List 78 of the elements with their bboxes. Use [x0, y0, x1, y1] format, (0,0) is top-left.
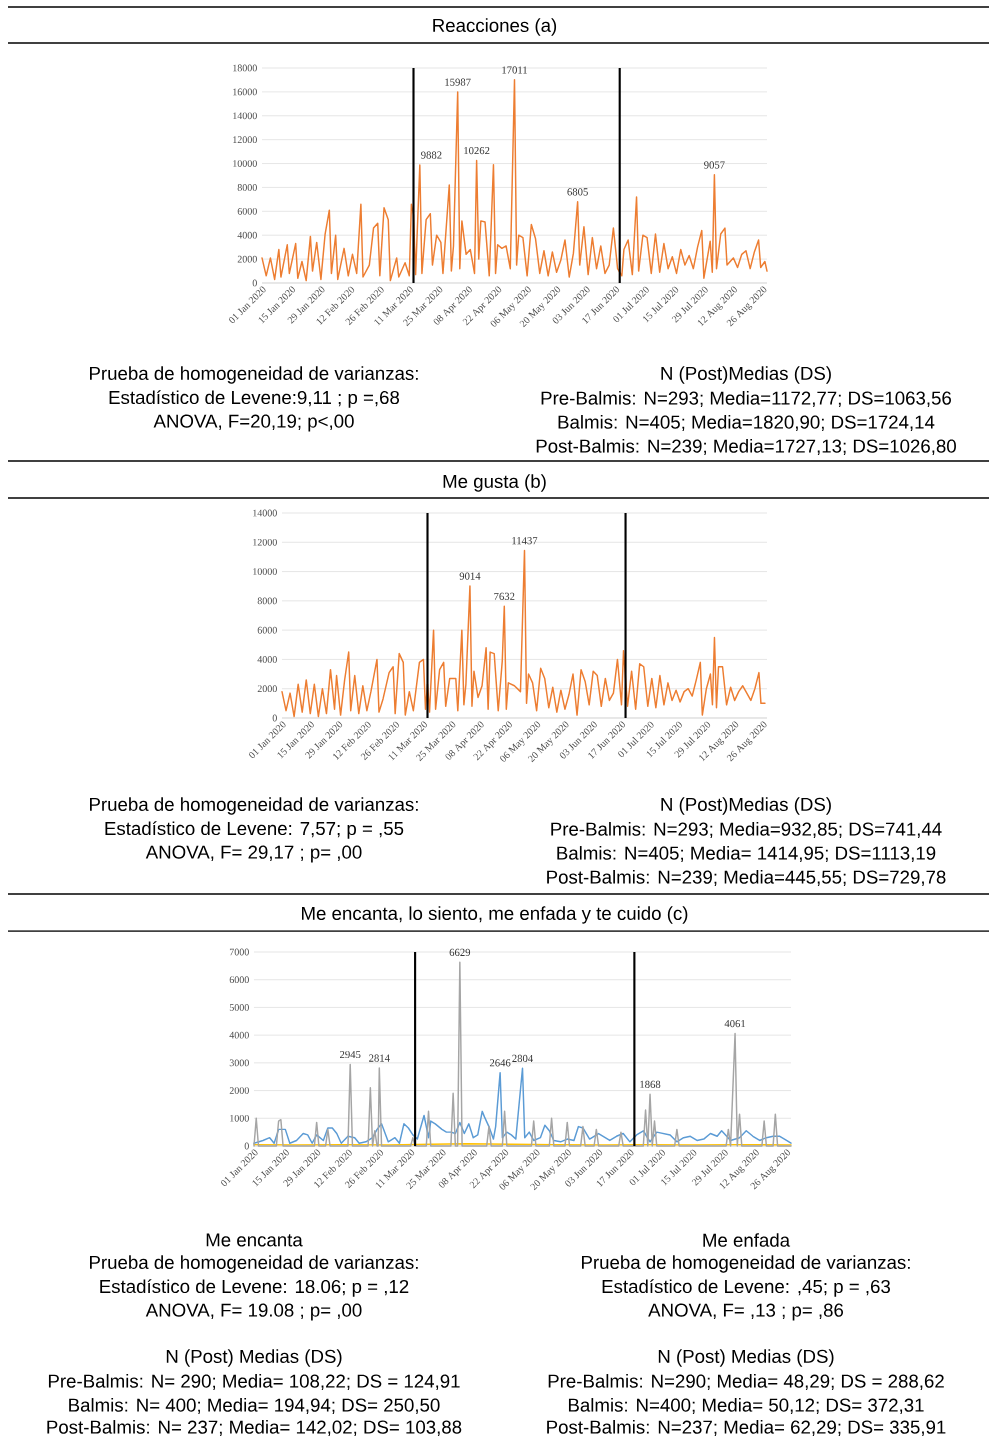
y-tick-label: 12000 [253, 538, 277, 546]
text: Balmis: N= 400; Media= 194,94; DS= 250,50 [69, 1398, 440, 1414]
y-tick-label: 6000 [237, 207, 258, 215]
text: Pre-Balmis: N=293; Media=1172,77; DS=1063,56 [541, 391, 952, 407]
line-series [281, 549, 766, 718]
y-tick-label: 18000 [233, 64, 258, 72]
text: Post-Balmis: N=237; Media= 62,29; DS= 335,91 [547, 1420, 946, 1436]
text: Estadístico de Levene: ,45; p = ,63 [602, 1279, 891, 1297]
chart-title: Me encanta, lo siento, me enfada y te cuido (c) [302, 906, 688, 924]
annotation: 17011 [502, 66, 528, 74]
text: Estadístico de Levene: 18.06; p = ,12 [100, 1279, 409, 1297]
annotation: 6629 [449, 948, 471, 957]
text: Pre-Balmis: N= 290; Media= 108,22; DS = 124,91 [49, 1374, 460, 1390]
y-tick-label: 5000 [229, 1004, 249, 1011]
annotation: 9882 [421, 151, 442, 159]
annotation: 2646 [490, 1059, 511, 1067]
text: Prueba de homogeneidad de varianzas: [90, 797, 418, 815]
text: N (Post)Medias (DS) [661, 797, 831, 815]
annotation: 2945 [340, 1050, 361, 1059]
y-tick-label: 2000 [257, 685, 277, 693]
text: Me encanta [206, 1233, 303, 1247]
text: ANOVA, F=20,19; p<,00 [153, 414, 354, 432]
chart-title: Reacciones (a) [433, 18, 557, 36]
text: ANOVA, F= ,13 ; p= ,86 [648, 1303, 844, 1321]
text: Balmis: N=400; Media= 50,12; DS= 372,31 [569, 1398, 924, 1414]
annotation: 6805 [567, 188, 588, 196]
annotation: 9014 [459, 572, 481, 580]
line-series [253, 961, 792, 1147]
y-tick-label: 2000 [229, 1087, 249, 1094]
annotation: 4061 [724, 1019, 746, 1028]
text: Pre-Balmis: N=293; Media=932,85; DS=741,44 [551, 822, 942, 838]
y-tick-label: 0 [272, 714, 277, 722]
text: Estadístico de Levene: 7,57; p = ,55 [105, 821, 404, 839]
annotation: 15987 [445, 78, 471, 86]
y-tick-label: 6000 [257, 626, 277, 634]
text: Post-Balmis: N=239; Media=1727,13; DS=1026,80 [536, 439, 957, 455]
y-tick-label: 2000 [237, 255, 258, 263]
text: Balmis: N=405; Media=1820,90; DS=1724,14 [558, 415, 935, 431]
text: Prueba de homogeneidad de varianzas: [582, 1255, 910, 1273]
y-tick-label: 6000 [229, 976, 249, 984]
y-tick-label: 0 [252, 279, 258, 287]
annotation: 11437 [512, 537, 538, 545]
text: N (Post) Medias (DS) [658, 1349, 834, 1367]
y-tick-label: 4000 [237, 231, 258, 239]
y-tick-label: 8000 [257, 597, 277, 605]
text: Me enfada [703, 1233, 791, 1247]
y-tick-label: 10000 [253, 568, 277, 575]
annotation: 2804 [512, 1054, 534, 1063]
text: N (Post)Medias (DS) [661, 366, 831, 384]
y-tick-label: 16000 [233, 88, 258, 96]
y-tick-label: 14000 [233, 112, 258, 120]
text: Post-Balmis: N= 237; Media= 142,02; DS= 103,88 [47, 1420, 462, 1436]
line-series [261, 79, 768, 282]
y-tick-label: 8000 [237, 184, 258, 191]
y-tick-label: 3000 [229, 1059, 249, 1067]
y-tick-label: 14000 [253, 509, 277, 517]
y-tick-label: 12000 [233, 136, 258, 144]
y-tick-label: 7000 [230, 948, 249, 956]
annotation: 1868 [640, 1080, 661, 1088]
text: Balmis: N=405; Media= 1414,95; DS=1113,19 [557, 846, 936, 862]
text: Estadístico de Levene:9,11 ; p =,68 [109, 390, 400, 408]
text: Pre-Balmis: N=290; Media= 48,29; DS = 288,62 [548, 1374, 944, 1390]
y-tick-label: 4000 [229, 1031, 249, 1039]
y-tick-label: 0 [244, 1142, 249, 1150]
annotation: 7632 [494, 592, 515, 600]
y-tick-label: 10000 [233, 160, 258, 167]
text: Prueba de homogeneidad de varianzas: [90, 1255, 418, 1273]
annotation: 9057 [704, 161, 725, 169]
annotation: 2814 [369, 1054, 390, 1062]
text: ANOVA, F= 29,17 ; p= ,00 [145, 845, 362, 863]
text: Prueba de homogeneidad de varianzas: [90, 366, 418, 384]
chart-title: Me gusta (b) [443, 474, 546, 492]
text: N (Post) Medias (DS) [166, 1349, 342, 1367]
y-tick-label: 4000 [257, 656, 277, 663]
annotation: 10262 [464, 146, 490, 155]
y-tick-label: 1000 [230, 1114, 249, 1122]
text: Post-Balmis: N=239; Media=445,55; DS=729,78 [547, 870, 946, 886]
text: ANOVA, F= 19.08 ; p= ,00 [145, 1303, 362, 1321]
